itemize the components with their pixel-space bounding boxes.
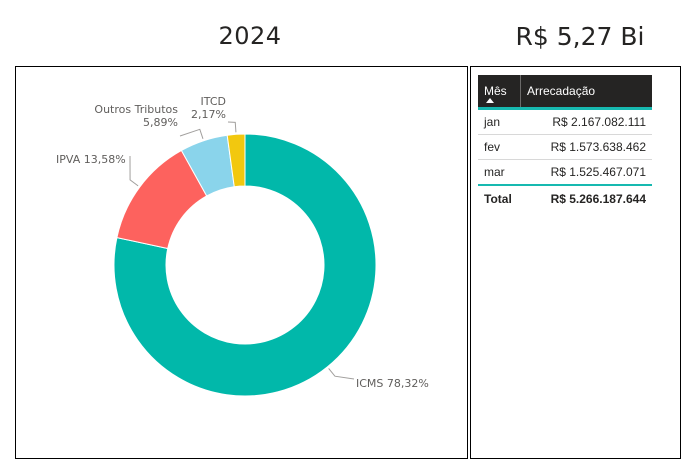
- sort-ascending-icon: [486, 98, 494, 103]
- column-header-revenue[interactable]: Arrecadação: [520, 75, 652, 109]
- revenue-table: Mês Arrecadação jan R$ 2.167.082.111 fev…: [478, 75, 652, 212]
- cell-revenue: R$ 2.167.082.111: [520, 108, 652, 135]
- leader-line-outros-tributos: [179, 128, 204, 139]
- slice-icms[interactable]: [113, 133, 377, 397]
- kpi-total-value: R$ 5,27 Bi: [515, 22, 645, 51]
- table-row: mar R$ 1.525.467.071: [478, 159, 652, 186]
- donut-chart: ICMS 78,32% IPVA 13,58% Outros Tributos5,8…: [56, 95, 429, 397]
- table-panel: Mês Arrecadação jan R$ 2.167.082.111 fev…: [470, 66, 681, 459]
- leader-line-ipva: [129, 155, 139, 187]
- data-label-itcd: ITCD: [201, 95, 226, 108]
- cell-month: mar: [478, 159, 521, 186]
- column-header-month[interactable]: Mês: [478, 75, 521, 109]
- data-label-icms: ICMS 78,32%: [356, 377, 429, 390]
- table-row: jan R$ 2.167.082.111: [478, 108, 652, 135]
- leader-line-itcd: [227, 121, 237, 133]
- cell-month: jan: [478, 108, 521, 135]
- cell-revenue: R$ 1.573.638.462: [520, 134, 652, 160]
- data-label-ipva: IPVA 13,58%: [56, 153, 126, 166]
- table-row: fev R$ 1.573.638.462: [478, 134, 652, 160]
- data-label-outros-tributos: Outros Tributos: [94, 103, 178, 116]
- slice-itcd[interactable]: [226, 133, 246, 188]
- data-label-outros-tributos: 5,89%: [143, 116, 178, 129]
- cell-revenue: R$ 1.525.467.071: [520, 159, 652, 186]
- total-label: Total: [478, 184, 521, 212]
- column-header-month-label: Mês: [484, 84, 507, 98]
- total-value: R$ 5.266.187.644: [520, 184, 652, 212]
- donut-chart-panel: ICMS 78,32% IPVA 13,58% Outros Tributos 5,8…: [15, 66, 468, 459]
- year-title: 2024: [218, 22, 282, 50]
- leader-line-icms: [328, 368, 355, 380]
- table-total-row: Total R$ 5.266.187.644: [478, 184, 652, 212]
- table-header-row: Mês Arrecadação: [478, 75, 652, 109]
- data-label-itcd: 2,17%: [191, 108, 226, 121]
- column-header-revenue-label: Arrecadação: [527, 84, 596, 98]
- cell-month: fev: [478, 134, 521, 160]
